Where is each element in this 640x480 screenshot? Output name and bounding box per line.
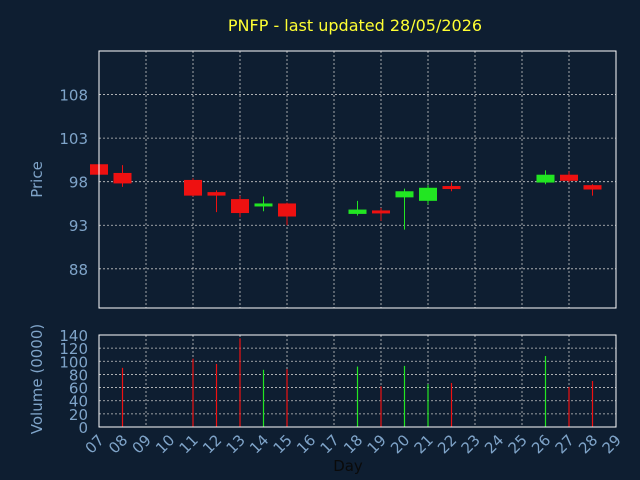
day-tick-label: 18	[340, 431, 366, 457]
day-tick-label: 22	[434, 431, 460, 457]
price-tick-label: 103	[59, 130, 88, 148]
day-tick-label: 24	[481, 431, 507, 457]
day-axis-label: Day	[333, 457, 363, 475]
volume-x-ticks: 0708091011121314151617181920212223242526…	[82, 431, 625, 457]
volume-tick-label: 140	[59, 327, 88, 345]
day-tick-label: 15	[270, 431, 296, 457]
price-axis-label: Price	[28, 161, 46, 198]
candle-body	[348, 209, 367, 214]
candle-body	[419, 187, 437, 201]
candle-body	[184, 179, 202, 196]
candle-body	[583, 185, 602, 190]
volume-tick-label: 0	[78, 419, 88, 437]
price-tick-label: 108	[59, 87, 88, 105]
price-candles	[90, 164, 602, 230]
day-tick-label: 21	[411, 431, 437, 457]
volume-tick-label: 40	[69, 393, 88, 411]
candle-body	[395, 191, 414, 198]
day-tick-label: 08	[105, 431, 131, 457]
volume-tick-label: 20	[69, 406, 88, 424]
candle-body	[207, 192, 226, 196]
candle-body	[536, 174, 555, 183]
day-tick-label: 09	[129, 431, 155, 457]
day-tick-label: 26	[528, 431, 554, 457]
volume-tick-label: 80	[69, 366, 88, 384]
day-tick-label: 28	[575, 431, 601, 457]
price-frame	[98, 50, 617, 309]
price-tick-label: 88	[69, 261, 88, 279]
candle-body	[372, 210, 390, 214]
candle-body	[254, 203, 273, 207]
volume-tick-label: 100	[59, 353, 88, 371]
day-tick-label: 16	[293, 431, 319, 457]
chart-title: PNFP - last updated 28/05/2026	[228, 16, 482, 35]
candle-body	[231, 199, 249, 214]
day-tick-label: 10	[152, 431, 178, 457]
day-tick-label: 12	[199, 431, 225, 457]
price-tick-label: 98	[69, 174, 88, 192]
candle-body	[278, 203, 296, 217]
volume-bars	[121, 338, 594, 427]
day-tick-label: 19	[364, 431, 390, 457]
price-tick-label: 93	[69, 217, 88, 235]
volume-axis-label: Volume (0000)	[28, 324, 46, 434]
day-tick-label: 29	[599, 431, 625, 457]
day-tick-label: 14	[246, 431, 272, 457]
day-tick-label: 13	[223, 431, 249, 457]
price-y-ticks: 88 93 98 103 108	[59, 87, 88, 279]
day-tick-label: 23	[458, 431, 484, 457]
day-tick-label: 27	[552, 431, 578, 457]
day-tick-label: 25	[505, 431, 531, 457]
price-panel: 88 93 98 103 108 Price	[28, 50, 617, 309]
volume-frame	[98, 334, 617, 428]
day-tick-label: 11	[176, 431, 202, 457]
volume-tick-label: 120	[59, 340, 88, 358]
day-tick-label: 17	[317, 431, 343, 457]
candle-body	[560, 174, 578, 181]
volume-tick-label: 60	[69, 380, 88, 398]
candle-body	[113, 172, 132, 184]
candle-body	[442, 186, 461, 190]
day-tick-label: 20	[387, 431, 413, 457]
